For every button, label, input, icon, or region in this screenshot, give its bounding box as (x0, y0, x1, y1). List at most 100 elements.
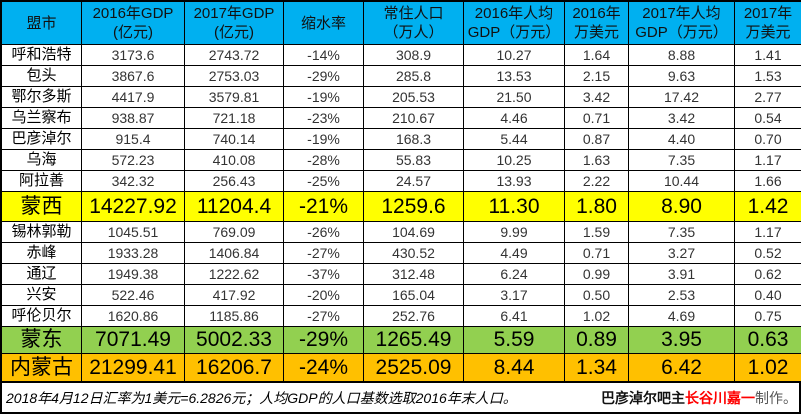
value-cell: -24% (284, 354, 363, 381)
value-cell: 1265.49 (364, 327, 463, 353)
value-cell: 312.48 (364, 264, 463, 284)
value-cell: 55.83 (364, 150, 463, 170)
region-name-cell: 赤峰 (2, 243, 81, 263)
value-cell: 3.95 (629, 327, 734, 353)
region-name-cell: 阿拉善 (2, 171, 81, 191)
value-cell: 342.32 (82, 171, 184, 191)
footer: 2018年4月12日汇率为1美元=6.2826元；人均GDP的人口基数选取201… (0, 383, 801, 414)
region-name-cell: 呼伦贝尔 (2, 306, 81, 326)
value-cell: 2753.03 (185, 66, 283, 86)
value-cell: 1.59 (565, 222, 628, 242)
region-name-cell: 巴彦淖尔 (2, 129, 81, 149)
value-cell: 915.4 (82, 129, 184, 149)
value-cell: 3.27 (629, 243, 734, 263)
value-cell: 4417.9 (82, 87, 184, 107)
value-cell: -28% (284, 150, 363, 170)
value-cell: 1.17 (735, 150, 801, 170)
value-cell: 721.18 (185, 108, 283, 128)
column-header: 2017年 万美元 (735, 2, 801, 44)
value-cell: 3.91 (629, 264, 734, 284)
value-cell: 0.87 (565, 129, 628, 149)
value-cell: 104.69 (364, 222, 463, 242)
value-cell: 10.44 (629, 171, 734, 191)
value-cell: -26% (284, 222, 363, 242)
credit-suffix: 制作。 (755, 389, 797, 406)
value-cell: 0.63 (735, 327, 801, 353)
column-header: 2017年GDP (亿元) (185, 2, 283, 44)
value-cell: 252.76 (364, 306, 463, 326)
value-cell: 10.25 (464, 150, 564, 170)
value-cell: 8.88 (629, 45, 734, 65)
value-cell: 1.53 (735, 66, 801, 86)
value-cell: -19% (284, 129, 363, 149)
value-cell: -27% (284, 306, 363, 326)
footer-note: 2018年4月12日汇率为1美元=6.2826元；人均GDP的人口基数选取201… (6, 389, 517, 406)
value-cell: 24.57 (364, 171, 463, 191)
region-name-cell: 兴安 (2, 285, 81, 305)
region-name-cell: 乌海 (2, 150, 81, 170)
value-cell: 0.54 (735, 108, 801, 128)
column-header: 2017年人均 GDP（万元） (629, 2, 734, 44)
value-cell: 0.99 (565, 264, 628, 284)
value-cell: 769.09 (185, 222, 283, 242)
value-cell: 17.42 (629, 87, 734, 107)
value-cell: 0.75 (735, 306, 801, 326)
value-cell: 205.53 (364, 87, 463, 107)
region-name-cell: 蒙西 (2, 192, 81, 221)
region-name-cell: 呼和浩特 (2, 45, 81, 65)
value-cell: 1.63 (565, 150, 628, 170)
value-cell: 308.9 (364, 45, 463, 65)
column-header: 2016年人均 GDP（万元） (464, 2, 564, 44)
value-cell: 1.66 (735, 171, 801, 191)
credit-prefix: 巴彦淖尔吧主 (601, 389, 685, 406)
value-cell: 9.99 (464, 222, 564, 242)
region-name-cell: 蒙东 (2, 327, 81, 353)
value-cell: 3867.6 (82, 66, 184, 86)
value-cell: 2.77 (735, 87, 801, 107)
value-cell: 168.3 (364, 129, 463, 149)
value-cell: 8.90 (629, 192, 734, 221)
value-cell: -29% (284, 327, 363, 353)
value-cell: 1933.28 (82, 243, 184, 263)
gdp-table: 盟市 2016年GDP (亿元) 2017年GDP (亿元) 缩水率 常住人口 （万人）… (0, 0, 801, 383)
value-cell: -27% (284, 243, 363, 263)
value-cell: 2743.72 (185, 45, 283, 65)
value-cell: 1949.38 (82, 264, 184, 284)
value-cell: 4.49 (464, 243, 564, 263)
value-cell: 0.40 (735, 285, 801, 305)
value-cell: 2.22 (565, 171, 628, 191)
value-cell: 417.92 (185, 285, 283, 305)
value-cell: 1620.86 (82, 306, 184, 326)
value-cell: 572.23 (82, 150, 184, 170)
value-cell: 21299.41 (82, 354, 184, 381)
value-cell: 11204.4 (185, 192, 283, 221)
value-cell: 3.17 (464, 285, 564, 305)
column-header: 常住人口 （万人） (364, 2, 463, 44)
value-cell: 2.15 (565, 66, 628, 86)
value-cell: 8.44 (464, 354, 564, 381)
value-cell: 1.42 (735, 192, 801, 221)
value-cell: 5002.33 (185, 327, 283, 353)
value-cell: 21.50 (464, 87, 564, 107)
value-cell: 256.43 (185, 171, 283, 191)
credit: 巴彦淖尔吧主长谷川嘉一制作。 (601, 388, 797, 408)
value-cell: 522.46 (82, 285, 184, 305)
region-name-cell: 鄂尔多斯 (2, 87, 81, 107)
value-cell: 2.53 (629, 285, 734, 305)
value-cell: 0.70 (735, 129, 801, 149)
value-cell: 6.42 (629, 354, 734, 381)
value-cell: -37% (284, 264, 363, 284)
value-cell: 740.14 (185, 129, 283, 149)
value-cell: -19% (284, 87, 363, 107)
value-cell: 4.46 (464, 108, 564, 128)
value-cell: 7.35 (629, 150, 734, 170)
value-cell: 5.59 (464, 327, 564, 353)
value-cell: 1185.86 (185, 306, 283, 326)
column-header: 盟市 (2, 2, 81, 44)
value-cell: 0.50 (565, 285, 628, 305)
region-name-cell: 内蒙古 (2, 354, 81, 381)
value-cell: -21% (284, 192, 363, 221)
column-header: 缩水率 (284, 2, 363, 44)
value-cell: 0.52 (735, 243, 801, 263)
value-cell: 1.02 (735, 354, 801, 381)
